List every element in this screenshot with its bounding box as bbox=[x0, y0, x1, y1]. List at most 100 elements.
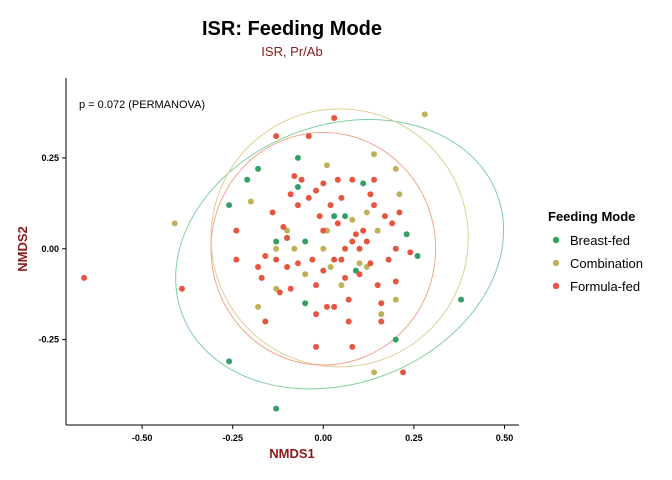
point-formula-fed bbox=[287, 191, 294, 198]
point-formula-fed bbox=[280, 223, 287, 230]
point-formula-fed bbox=[342, 274, 349, 281]
point-formula-fed bbox=[313, 343, 320, 350]
point-breast-fed bbox=[352, 267, 359, 274]
point-formula-fed bbox=[284, 263, 291, 270]
point-formula-fed bbox=[381, 213, 388, 220]
point-combination bbox=[247, 198, 254, 205]
point-formula-fed bbox=[360, 227, 367, 234]
point-formula-fed bbox=[313, 311, 320, 318]
point-breast-fed bbox=[392, 336, 399, 343]
point-combination bbox=[349, 216, 356, 223]
point-formula-fed bbox=[392, 278, 399, 285]
legend-label-breast-fed: Breast-fed bbox=[570, 233, 630, 248]
point-formula-fed bbox=[284, 234, 291, 241]
legend-key-combination bbox=[552, 259, 560, 267]
point-formula-fed bbox=[331, 114, 338, 121]
point-formula-fed bbox=[81, 274, 88, 281]
point-formula-fed bbox=[320, 180, 327, 187]
x-tick-label: 0.25 bbox=[405, 433, 423, 443]
point-formula-fed bbox=[298, 176, 305, 183]
point-breast-fed bbox=[458, 296, 465, 303]
plot-area: -0.50 -0.25 0.00 0.25 0.50 -0.25 0.00 0.25 bbox=[38, 78, 519, 443]
point-combination bbox=[392, 296, 399, 303]
point-breast-fed bbox=[255, 165, 262, 172]
point-formula-fed bbox=[367, 260, 374, 267]
point-formula-fed bbox=[349, 176, 356, 183]
point-formula-fed bbox=[316, 213, 323, 220]
ellipses-layer bbox=[175, 108, 505, 390]
point-breast-fed bbox=[226, 358, 233, 365]
point-combination bbox=[255, 303, 262, 310]
point-formula-fed bbox=[273, 133, 280, 140]
point-formula-fed bbox=[262, 318, 269, 325]
point-breast-fed bbox=[244, 176, 251, 183]
legend-label-formula-fed: Formula-fed bbox=[570, 279, 640, 294]
point-combination bbox=[374, 227, 381, 234]
point-formula-fed bbox=[331, 256, 338, 263]
point-formula-fed bbox=[262, 253, 269, 260]
ellipse-breast-fed bbox=[175, 119, 505, 390]
point-breast-fed bbox=[302, 238, 309, 245]
point-formula-fed bbox=[367, 191, 374, 198]
point-formula-fed bbox=[313, 187, 320, 194]
point-combination bbox=[273, 285, 280, 292]
x-tick-label: -0.50 bbox=[132, 433, 153, 443]
point-formula-fed bbox=[407, 249, 414, 256]
y-tick-label: 0.00 bbox=[41, 244, 59, 254]
point-breast-fed bbox=[226, 202, 233, 209]
point-formula-fed bbox=[378, 318, 385, 325]
point-formula-fed bbox=[309, 256, 316, 263]
ellipse-combination bbox=[210, 108, 469, 368]
y-axis-title: NMDS2 bbox=[15, 226, 30, 272]
point-combination bbox=[327, 263, 334, 270]
point-formula-fed bbox=[255, 263, 262, 270]
point-formula-fed bbox=[320, 267, 327, 274]
x-tick-label: -0.25 bbox=[222, 433, 243, 443]
point-formula-fed bbox=[305, 133, 312, 140]
legend-key-breast-fed bbox=[552, 236, 560, 244]
point-formula-fed bbox=[287, 285, 294, 292]
point-formula-fed bbox=[385, 256, 392, 263]
y-tick-label: 0.25 bbox=[41, 153, 59, 163]
legend-key-formula-fed bbox=[552, 282, 560, 290]
point-breast-fed bbox=[342, 213, 349, 220]
point-formula-fed bbox=[276, 289, 283, 296]
legend: Feeding Mode Breast-fed Combination Formul… bbox=[548, 209, 643, 294]
chart-title: ISR: Feeding Mode bbox=[202, 18, 382, 40]
chart-subtitle: ISR, Pr/Ab bbox=[261, 44, 322, 59]
point-formula-fed bbox=[269, 209, 276, 216]
point-combination bbox=[302, 271, 309, 278]
point-breast-fed bbox=[294, 184, 301, 191]
point-formula-fed bbox=[378, 300, 385, 307]
point-formula-fed bbox=[258, 274, 265, 281]
point-combination bbox=[323, 162, 330, 169]
point-combination bbox=[421, 111, 428, 118]
point-formula-fed bbox=[392, 245, 399, 252]
point-combination bbox=[363, 209, 370, 216]
point-formula-fed bbox=[320, 227, 327, 234]
permanova-annotation: p = 0.072 (PERMANOVA) bbox=[79, 99, 205, 111]
point-formula-fed bbox=[338, 256, 345, 263]
x-tick-label: 0.50 bbox=[496, 433, 514, 443]
point-formula-fed bbox=[294, 260, 301, 267]
point-formula-fed bbox=[349, 343, 356, 350]
point-breast-fed bbox=[302, 300, 309, 307]
point-formula-fed bbox=[371, 202, 378, 209]
point-breast-fed bbox=[414, 253, 421, 260]
point-formula-fed bbox=[342, 245, 349, 252]
points-layer bbox=[81, 111, 465, 412]
point-combination bbox=[284, 227, 291, 234]
point-formula-fed bbox=[349, 238, 356, 245]
point-formula-fed bbox=[233, 227, 240, 234]
legend-items: Breast-fed Combination Formula-fed bbox=[552, 233, 643, 294]
point-combination bbox=[356, 260, 363, 267]
point-formula-fed bbox=[233, 256, 240, 263]
point-combination bbox=[371, 369, 378, 376]
point-formula-fed bbox=[178, 285, 185, 292]
point-formula-fed bbox=[345, 296, 352, 303]
point-formula-fed bbox=[327, 202, 334, 209]
ellipse-formula-fed bbox=[210, 132, 437, 366]
point-breast-fed bbox=[273, 405, 280, 412]
point-combination bbox=[378, 311, 385, 318]
